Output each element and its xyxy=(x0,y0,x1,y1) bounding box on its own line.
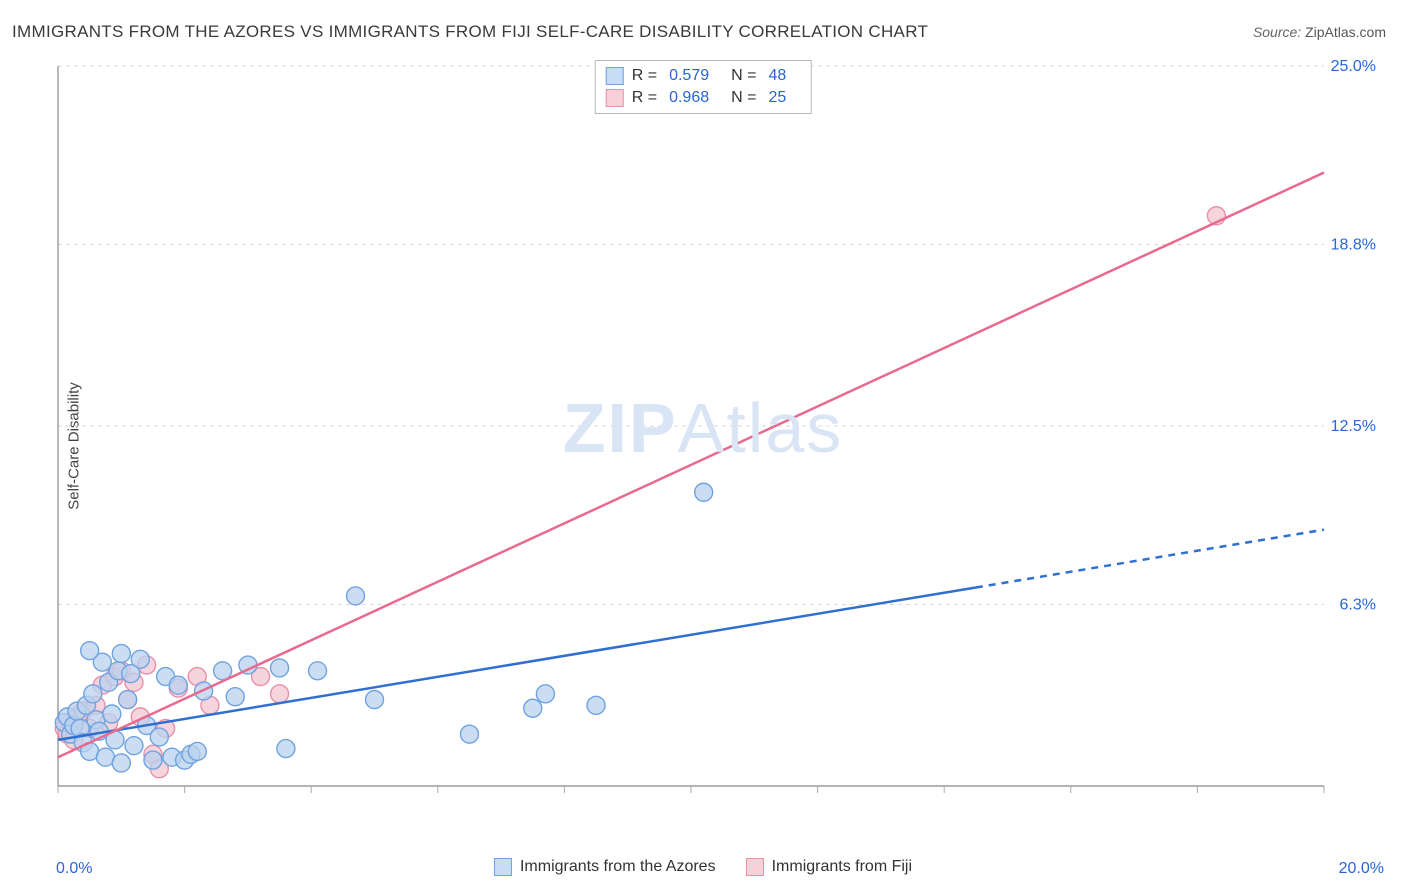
source-attribution: Source: ZipAtlas.com xyxy=(1253,24,1386,40)
r-value: 0.968 xyxy=(669,89,709,107)
legend-swatch-b xyxy=(606,89,624,107)
source-name: ZipAtlas.com xyxy=(1305,24,1386,40)
legend-stats-row-b: R = 0.968 N = 25 xyxy=(606,87,801,109)
legend-label-b: Immigrants from Fiji xyxy=(772,858,912,876)
source-prefix: Source: xyxy=(1253,24,1305,40)
legend-item-b: Immigrants from Fiji xyxy=(746,858,912,876)
legend-stats-row-a: R = 0.579 N = 48 xyxy=(606,65,801,87)
svg-text:25.0%: 25.0% xyxy=(1331,58,1376,75)
chart-title: IMMIGRANTS FROM THE AZORES VS IMMIGRANTS… xyxy=(12,22,928,42)
n-value: 25 xyxy=(768,89,786,107)
legend-label-a: Immigrants from the Azores xyxy=(520,858,716,876)
legend-series: Immigrants from the Azores Immigrants fr… xyxy=(494,858,912,876)
scatter-plot: 6.3% 12.5% 18.8% 25.0% xyxy=(54,56,1384,834)
svg-text:18.8%: 18.8% xyxy=(1331,237,1376,254)
legend-stats-box: R = 0.579 N = 48 R = 0.968 N = 25 xyxy=(595,60,812,114)
n-value: 48 xyxy=(768,67,786,85)
legend-item-a: Immigrants from the Azores xyxy=(494,858,716,876)
x-axis-max-label: 20.0% xyxy=(1339,860,1384,878)
legend-swatch-a xyxy=(494,858,512,876)
r-label: R = xyxy=(632,89,657,107)
n-label: N = xyxy=(731,67,756,85)
r-label: R = xyxy=(632,67,657,85)
legend-swatch-b xyxy=(746,858,764,876)
svg-text:12.5%: 12.5% xyxy=(1331,418,1376,435)
x-axis-min-label: 0.0% xyxy=(56,860,92,878)
r-value: 0.579 xyxy=(669,67,709,85)
legend-swatch-a xyxy=(606,67,624,85)
svg-text:6.3%: 6.3% xyxy=(1340,597,1376,614)
n-label: N = xyxy=(731,89,756,107)
